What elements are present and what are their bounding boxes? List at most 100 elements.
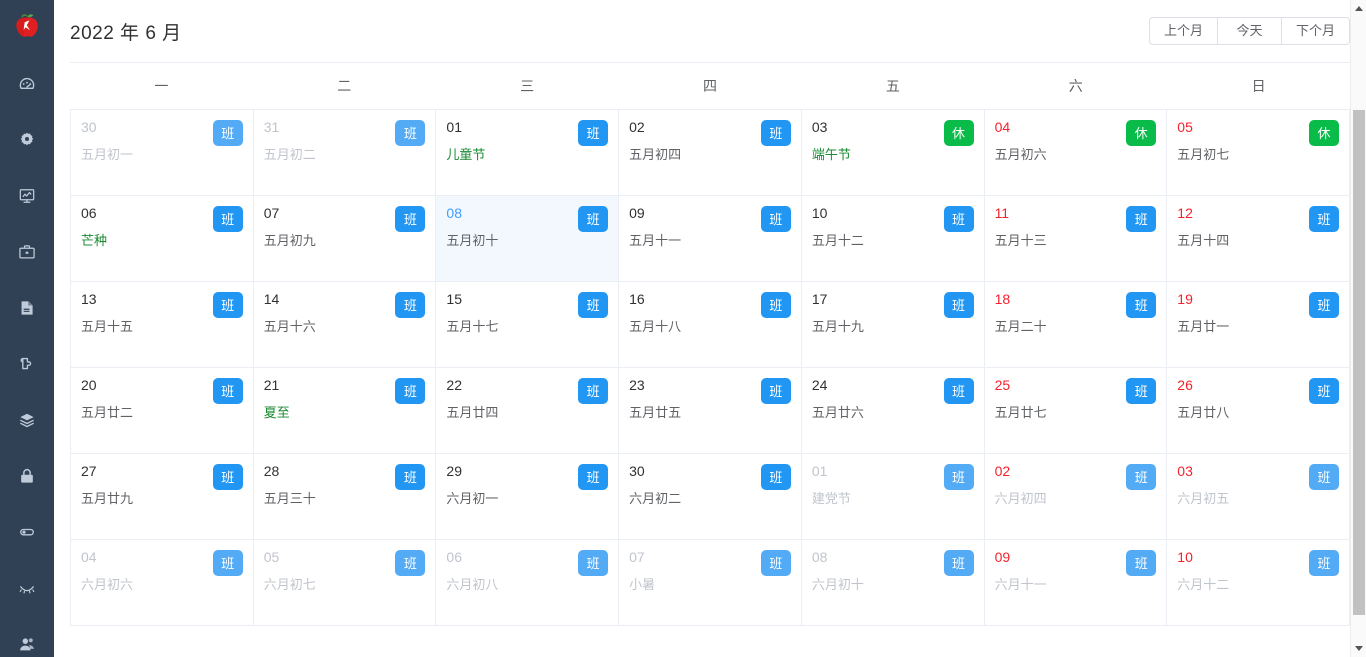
calendar-day-cell[interactable]: 07 五月初九 班 [253, 196, 437, 282]
work-badge[interactable]: 班 [578, 464, 609, 490]
work-badge[interactable]: 班 [943, 550, 974, 576]
calendar-day-cell[interactable]: 13 五月十五 班 [71, 282, 254, 368]
work-badge[interactable]: 班 [578, 120, 609, 146]
calendar-day-cell[interactable]: 26 五月廿八 班 [1167, 368, 1350, 454]
calendar-day-cell[interactable]: 15 五月十七 班 [436, 282, 620, 368]
work-badge[interactable]: 班 [578, 550, 609, 576]
work-badge[interactable]: 班 [395, 378, 426, 404]
calendar-day-cell[interactable]: 01 儿童节 班 [436, 110, 620, 196]
work-badge[interactable]: 班 [212, 120, 243, 146]
calendar-day-cell[interactable]: 18 五月二十 班 [984, 282, 1168, 368]
calendar-day-cell[interactable]: 09 六月十一 班 [984, 540, 1168, 626]
next-month-button[interactable]: 下个月 [1281, 17, 1350, 45]
work-badge[interactable]: 班 [1126, 206, 1157, 232]
calendar-day-cell[interactable]: 02 五月初四 班 [619, 110, 802, 196]
work-badge[interactable]: 班 [578, 378, 609, 404]
calendar-day-cell[interactable]: 22 五月廿四 班 [436, 368, 620, 454]
calendar-day-cell[interactable]: 06 芒种 班 [71, 196, 254, 282]
sidebar-item-dashboard[interactable] [0, 56, 54, 112]
work-badge[interactable]: 班 [760, 292, 791, 318]
work-badge[interactable]: 班 [760, 378, 791, 404]
calendar-day-cell[interactable]: 03 端午节 休 [801, 110, 985, 196]
work-badge[interactable]: 班 [578, 292, 609, 318]
work-badge[interactable]: 班 [760, 120, 791, 146]
work-badge[interactable]: 班 [943, 292, 974, 318]
rest-badge[interactable]: 休 [1126, 120, 1157, 146]
work-badge[interactable]: 班 [1308, 550, 1339, 576]
work-badge[interactable]: 班 [1308, 206, 1339, 232]
calendar-day-cell[interactable]: 28 五月三十 班 [253, 454, 437, 540]
calendar-day-cell[interactable]: 08 六月初十 班 [801, 540, 985, 626]
work-badge[interactable]: 班 [1126, 550, 1157, 576]
scrollbar-thumb[interactable] [1353, 110, 1365, 615]
calendar-day-cell[interactable]: 25 五月廿七 班 [984, 368, 1168, 454]
calendar-day-cell[interactable]: 02 六月初四 班 [984, 454, 1168, 540]
work-badge[interactable]: 班 [212, 206, 243, 232]
sidebar-item-users[interactable] [0, 616, 54, 657]
sidebar-item-hidden[interactable] [0, 560, 54, 616]
sidebar-item-toggle[interactable] [0, 504, 54, 560]
work-badge[interactable]: 班 [1126, 378, 1157, 404]
sidebar-item-layers[interactable] [0, 392, 54, 448]
calendar-day-cell[interactable]: 10 五月十二 班 [801, 196, 985, 282]
calendar-day-cell[interactable]: 06 六月初八 班 [436, 540, 620, 626]
rest-badge[interactable]: 休 [1308, 120, 1339, 146]
calendar-day-cell[interactable]: 05 六月初七 班 [253, 540, 437, 626]
today-button[interactable]: 今天 [1217, 17, 1282, 45]
work-badge[interactable]: 班 [943, 378, 974, 404]
work-badge[interactable]: 班 [212, 378, 243, 404]
rest-badge[interactable]: 休 [943, 120, 974, 146]
sidebar-item-briefcase[interactable] [0, 224, 54, 280]
calendar-day-cell[interactable]: 17 五月十九 班 [801, 282, 985, 368]
work-badge[interactable]: 班 [1308, 378, 1339, 404]
calendar-day-cell[interactable]: 29 六月初一 班 [436, 454, 620, 540]
calendar-day-cell[interactable]: 16 五月十八 班 [619, 282, 802, 368]
calendar-day-cell[interactable]: 01 建党节 班 [801, 454, 985, 540]
calendar-day-cell[interactable]: 05 五月初七 休 [1167, 110, 1350, 196]
prev-month-button[interactable]: 上个月 [1148, 17, 1218, 45]
work-badge[interactable]: 班 [1126, 292, 1157, 318]
calendar-day-cell[interactable]: 30 五月初一 班 [71, 110, 254, 196]
work-badge[interactable]: 班 [395, 464, 426, 490]
calendar-day-cell[interactable]: 07 小暑 班 [619, 540, 802, 626]
calendar-day-cell[interactable]: 31 五月初二 班 [253, 110, 437, 196]
sidebar-item-monitor[interactable] [0, 168, 54, 224]
sidebar-item-plugin[interactable] [0, 336, 54, 392]
work-badge[interactable]: 班 [760, 206, 791, 232]
work-badge[interactable]: 班 [212, 550, 243, 576]
calendar-day-cell[interactable]: 21 夏至 班 [253, 368, 437, 454]
calendar-day-cell[interactable]: 27 五月廿九 班 [71, 454, 254, 540]
sidebar-item-document[interactable] [0, 280, 54, 336]
calendar-day-cell[interactable]: 03 六月初五 班 [1167, 454, 1350, 540]
calendar-day-cell[interactable]: 20 五月廿二 班 [71, 368, 254, 454]
calendar-day-cell[interactable]: 08 五月初十 班 [436, 196, 620, 282]
calendar-day-cell[interactable]: 24 五月廿六 班 [801, 368, 985, 454]
calendar-day-cell[interactable]: 09 五月十一 班 [619, 196, 802, 282]
work-badge[interactable]: 班 [943, 464, 974, 490]
work-badge[interactable]: 班 [212, 464, 243, 490]
calendar-day-cell[interactable]: 14 五月十六 班 [253, 282, 437, 368]
work-badge[interactable]: 班 [395, 120, 426, 146]
calendar-day-cell[interactable]: 10 六月十二 班 [1167, 540, 1350, 626]
scroll-up-arrow-icon[interactable] [1351, 0, 1366, 17]
work-badge[interactable]: 班 [395, 206, 426, 232]
calendar-day-cell[interactable]: 23 五月廿五 班 [619, 368, 802, 454]
work-badge[interactable]: 班 [395, 292, 426, 318]
app-logo[interactable] [0, 0, 54, 52]
work-badge[interactable]: 班 [760, 464, 791, 490]
work-badge[interactable]: 班 [943, 206, 974, 232]
calendar-day-cell[interactable]: 12 五月十四 班 [1167, 196, 1350, 282]
scroll-down-arrow-icon[interactable] [1351, 640, 1366, 657]
work-badge[interactable]: 班 [395, 550, 426, 576]
sidebar-item-settings[interactable] [0, 112, 54, 168]
work-badge[interactable]: 班 [1308, 464, 1339, 490]
calendar-day-cell[interactable]: 11 五月十三 班 [984, 196, 1168, 282]
sidebar-item-permissions[interactable] [0, 448, 54, 504]
calendar-day-cell[interactable]: 04 五月初六 休 [984, 110, 1168, 196]
calendar-day-cell[interactable]: 19 五月廿一 班 [1167, 282, 1350, 368]
calendar-day-cell[interactable]: 04 六月初六 班 [71, 540, 254, 626]
vertical-scrollbar[interactable] [1350, 0, 1366, 657]
work-badge[interactable]: 班 [212, 292, 243, 318]
work-badge[interactable]: 班 [1126, 464, 1157, 490]
work-badge[interactable]: 班 [578, 206, 609, 232]
